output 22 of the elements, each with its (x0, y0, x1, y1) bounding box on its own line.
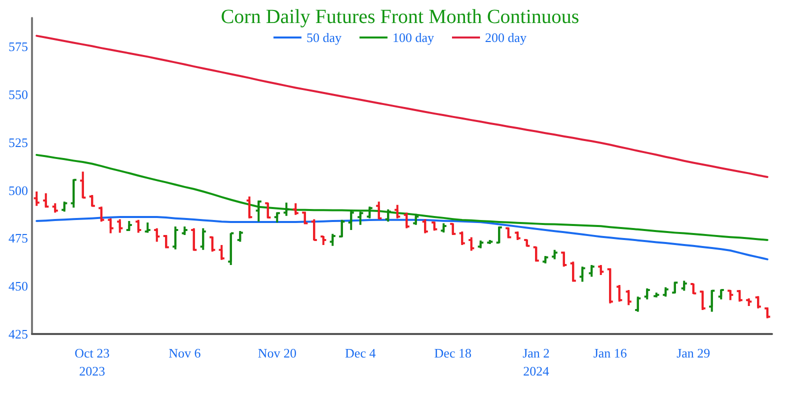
x-tick-label: Nov 6 (168, 346, 202, 360)
line-series (36, 154, 768, 241)
legend-label: 100 day (392, 30, 435, 45)
y-tick-label: 450 (8, 278, 28, 294)
y-tick-label: 575 (8, 39, 28, 54)
x-tick-label: Nov 20 (258, 346, 296, 360)
x-tick-label: Oct 23 2023 (74, 346, 110, 378)
y-tick-label: 500 (8, 182, 28, 198)
legend-label: 50 day (306, 30, 342, 45)
x-tick-label: Jan 2 2024 (522, 346, 550, 378)
y-tick-label: 550 (8, 87, 28, 102)
line-series (36, 216, 768, 260)
x-tick-label: Dec 4 (345, 346, 376, 360)
line-series (36, 34, 768, 178)
legend-label: 200 day (485, 30, 528, 45)
x-tick-label: Jan 16 (593, 346, 628, 360)
y-tick-label: 475 (8, 230, 28, 246)
chart-title: Corn Daily Futures Front Month Continuous (220, 6, 580, 28)
x-tick-label: Dec 18 (434, 346, 472, 360)
x-tick-label: Jan 29 (676, 346, 710, 360)
y-tick-label: 425 (8, 326, 28, 342)
y-tick-label: 525 (8, 134, 28, 150)
